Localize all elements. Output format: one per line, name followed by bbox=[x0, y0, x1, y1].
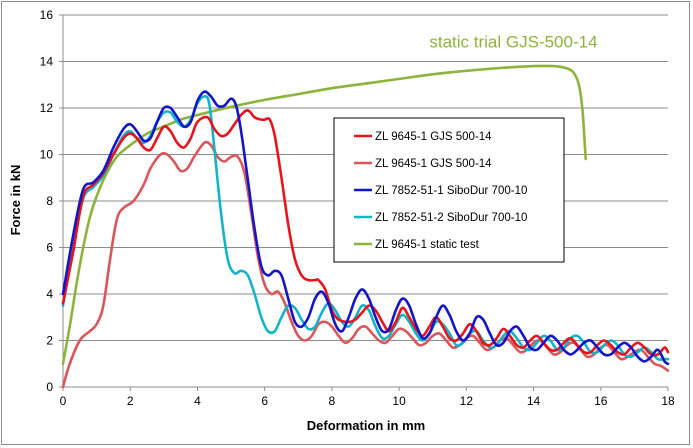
x-tick-label-3: 6 bbox=[261, 394, 268, 408]
y-tick-label-1: 2 bbox=[46, 334, 53, 348]
x-axis-label: Deformation in mm bbox=[307, 418, 425, 433]
x-tick-label-8: 16 bbox=[594, 394, 608, 408]
series-line-2 bbox=[61, 90, 670, 366]
y-tick-label-6: 12 bbox=[40, 101, 54, 115]
y-axis-ticks: 0 2 4 6 8 10 12 14 16 bbox=[40, 8, 63, 394]
legend-label-3: ZL 7852-51-2 SiboDur 700-10 bbox=[375, 212, 527, 224]
x-axis-ticks: 0 2 4 6 8 10 12 14 16 18 bbox=[60, 387, 675, 408]
y-axis-label: Force in kN bbox=[8, 165, 23, 236]
legend-label-1: ZL 9645-1 GJS 500-14 bbox=[375, 158, 492, 170]
series-line-0 bbox=[61, 108, 670, 357]
x-tick-label-4: 8 bbox=[329, 394, 336, 408]
annotation-static-trial: static trial GJS-500-14 bbox=[429, 33, 597, 52]
x-tick-label-0: 0 bbox=[60, 394, 67, 408]
series-line-4 bbox=[61, 64, 587, 366]
legend: ZL 9645-1 GJS 500-14 ZL 9645-1 GJS 500-14… bbox=[333, 117, 565, 263]
legend-items: ZL 9645-1 GJS 500-14 ZL 9645-1 GJS 500-14… bbox=[354, 131, 527, 251]
legend-label-4: ZL 9645-1 static test bbox=[375, 239, 480, 251]
x-tick-label-7: 14 bbox=[527, 394, 541, 408]
x-tick-label-5: 10 bbox=[392, 394, 406, 408]
y-tick-label-3: 6 bbox=[46, 241, 53, 255]
x-tick-label-1: 2 bbox=[127, 394, 134, 408]
y-tick-label-5: 10 bbox=[40, 148, 54, 162]
series-line-1 bbox=[61, 140, 670, 389]
y-tick-label-0: 0 bbox=[46, 380, 53, 394]
x-tick-label-9: 18 bbox=[661, 394, 675, 408]
y-tick-label-7: 14 bbox=[40, 55, 54, 69]
legend-box bbox=[333, 117, 565, 263]
y-tick-label-4: 8 bbox=[46, 194, 53, 208]
y-tick-label-2: 4 bbox=[46, 287, 53, 301]
x-tick-label-6: 12 bbox=[460, 394, 474, 408]
series-layer bbox=[61, 64, 670, 389]
x-tick-label-2: 4 bbox=[194, 394, 201, 408]
y-tick-label-8: 16 bbox=[40, 8, 54, 22]
legend-label-0: ZL 9645-1 GJS 500-14 bbox=[375, 131, 492, 143]
legend-label-2: ZL 7852-51-1 SiboDur 700-10 bbox=[375, 185, 527, 197]
